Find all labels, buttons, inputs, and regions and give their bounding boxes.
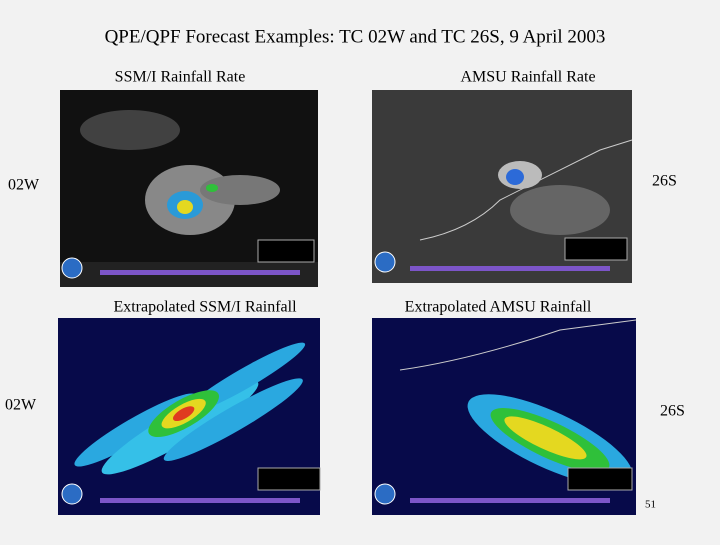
- panel-caption: Extrapolated SSM/I Rainfall: [113, 299, 297, 316]
- storm-label: 26S: [660, 403, 685, 420]
- panel-caption: Extrapolated AMSU Rainfall: [405, 299, 592, 316]
- storm-label: 02W: [8, 177, 40, 194]
- panel-caption: SSM/I Rainfall Rate: [115, 69, 246, 86]
- satellite-image: [60, 90, 318, 287]
- satellite-image: [372, 318, 637, 515]
- storm-label: 02W: [5, 397, 37, 414]
- panel-caption: AMSU Rainfall Rate: [460, 69, 595, 86]
- slide-title: QPE/QPF Forecast Examples: TC 02W and TC…: [105, 26, 606, 47]
- storm-label: 26S: [652, 173, 677, 190]
- satellite-image: [58, 318, 321, 515]
- satellite-image: [372, 90, 633, 283]
- page-number: 51: [645, 499, 656, 511]
